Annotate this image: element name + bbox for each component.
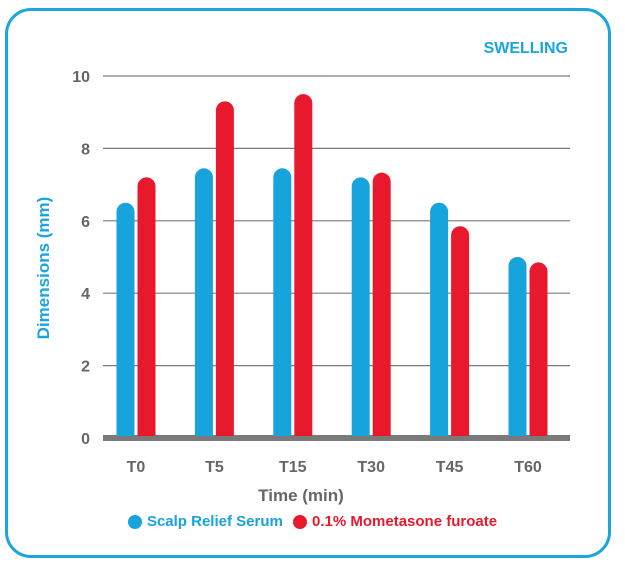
chart-title: SWELLING (484, 40, 568, 57)
bar-serum-t60 (508, 257, 527, 436)
x-tick-label: T30 (357, 459, 385, 476)
y-tick-labels: 0 2 4 6 8 10 (72, 69, 90, 448)
legend-item-mometasone: 0.1% Mometasone furoate (293, 513, 497, 530)
legend-label-mometasone: 0.1% Mometasone furoate (312, 513, 498, 530)
bar-mometasone-t5 (215, 101, 234, 436)
bar-serum-t5 (194, 168, 213, 436)
y-axis-label: Dimensions (mm) (34, 197, 53, 340)
y-tick-label: 2 (81, 359, 90, 376)
legend-label-serum: Scalp Relief Serum (146, 513, 283, 530)
legend-dot-serum (127, 514, 142, 529)
bar-serum-t15 (273, 168, 292, 436)
bar-mometasone-t30 (372, 172, 391, 437)
bar-mometasone-t15 (294, 94, 313, 436)
bars (116, 94, 548, 437)
x-tick-label: T45 (436, 459, 464, 476)
y-tick-label: 4 (81, 286, 90, 303)
y-tick-label: 6 (81, 214, 90, 231)
x-axis-baseline (103, 435, 570, 441)
y-tick-label: 8 (81, 141, 90, 158)
legend-dot-mometasone (293, 514, 307, 529)
grid-lines (103, 75, 570, 441)
bar-mometasone-t60 (529, 262, 548, 436)
x-tick-label: T60 (514, 459, 542, 476)
legend: Scalp Relief Serum 0.1% Mometasone furoa… (0, 513, 625, 533)
x-tick-labels: T0 T5 T15 T30 T45 T60 (127, 459, 542, 476)
bar-mometasone-t0 (137, 177, 156, 437)
bar-serum-t0 (116, 202, 135, 436)
bar-mometasone-t45 (451, 226, 470, 436)
x-tick-label: T5 (205, 459, 224, 476)
x-tick-label: T0 (127, 459, 146, 476)
bar-serum-t45 (430, 202, 449, 436)
y-tick-label: 0 (81, 431, 90, 448)
y-tick-label: 10 (72, 69, 90, 86)
bar-serum-t30 (351, 177, 370, 437)
legend-item-serum: Scalp Relief Serum (127, 513, 283, 530)
x-tick-label: T15 (279, 459, 307, 476)
x-axis-label: Time (min) (258, 486, 344, 505)
